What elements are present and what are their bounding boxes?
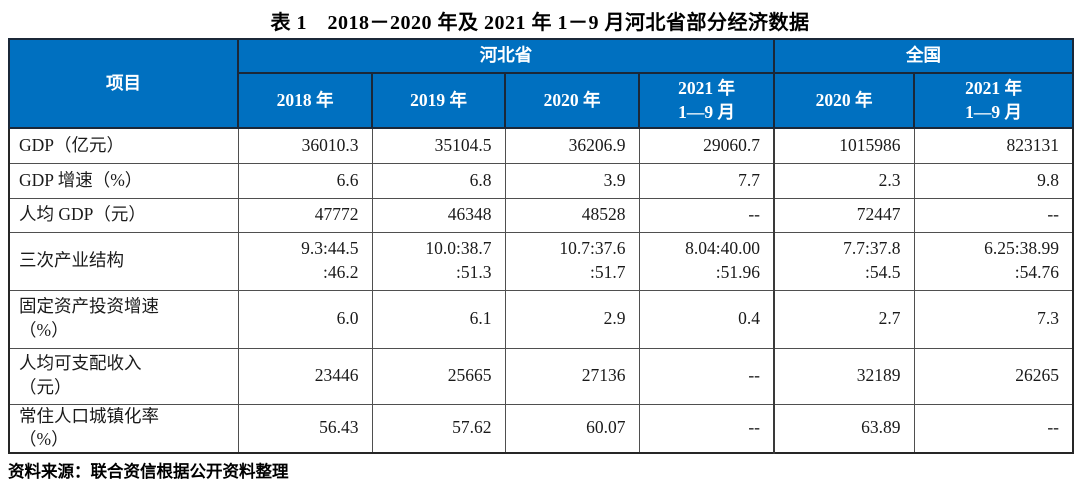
group-header-national: 全国 [773,38,1074,74]
col-header-national-2021-9m: 2021 年 1—9 月 [913,72,1074,129]
cell: 10.7:37.6 :51.7 [504,231,640,291]
header-group-row: 项目 河北省 全国 [8,38,1074,129]
cell: 63.89 [773,403,915,454]
cell: 56.43 [237,403,373,454]
cell: 35104.5 [371,127,506,164]
cell: 36010.3 [237,127,373,164]
table-row-gdp: GDP（亿元） 36010.3 35104.5 36206.9 29060.7 … [8,127,1074,164]
cell: -- [638,197,775,233]
cell: 3.9 [504,162,640,199]
cell: 10.0:38.7 :51.3 [371,231,506,291]
cell: 25665 [371,347,506,405]
cell: -- [913,403,1074,454]
cell: 7.7:37.8 :54.5 [773,231,915,291]
row-label: 人均 GDP（元） [8,197,239,233]
cell: 2.3 [773,162,915,199]
cell: 57.62 [371,403,506,454]
cell: 0.4 [638,289,775,349]
cell: 46348 [371,197,506,233]
cell: 8.04:40.00 :51.96 [638,231,775,291]
cell: 6.6 [237,162,373,199]
table-header: 项目 河北省 全国 2018 年 2019 年 2020 年 2021 年 1—… [8,38,1074,129]
source-note: 资料来源：联合资信根据公开资料整理 [8,463,289,481]
cell: 6.0 [237,289,373,349]
cell: 1015986 [773,127,915,164]
row-label: GDP 增速（%） [8,162,239,199]
cell: -- [638,403,775,454]
cell: 9.3:44.5 :46.2 [237,231,373,291]
col-header-national-2020: 2020 年 [773,72,915,129]
table-row-urbanization-rate: 常住人口城镇化率 （%） 56.43 57.62 60.07 -- 63.89 … [8,403,1074,454]
cell: 36206.9 [504,127,640,164]
cell: 27136 [504,347,640,405]
cell: 9.8 [913,162,1074,199]
row-label: 固定资产投资增速 （%） [8,289,239,349]
table-row-disposable-income: 人均可支配收入 （元） 23446 25665 27136 -- 32189 2… [8,347,1074,405]
group-header-hebei: 河北省 [237,38,775,74]
cell: 823131 [913,127,1074,164]
cell: 6.25:38.99 :54.76 [913,231,1074,291]
cell: 2.9 [504,289,640,349]
table-row-gdp-growth: GDP 增速（%） 6.6 6.8 3.9 7.7 2.3 9.8 [8,162,1074,199]
table-row-gdp-per-capita: 人均 GDP（元） 47772 46348 48528 -- 72447 -- [8,197,1074,233]
cell: -- [913,197,1074,233]
row-label: 三次产业结构 [8,231,239,291]
cell: 7.3 [913,289,1074,349]
cell: 6.8 [371,162,506,199]
table-title: 表 1 2018－2020 年及 2021 年 1－9 月河北省部分经济数据 [270,12,810,34]
cell: 72447 [773,197,915,233]
row-label: GDP（亿元） [8,127,239,164]
cell: 47772 [237,197,373,233]
col-header-2018: 2018 年 [237,72,373,129]
table-body: GDP（亿元） 36010.3 35104.5 36206.9 29060.7 … [8,127,1074,454]
table-row-fixed-asset-investment: 固定资产投资增速 （%） 6.0 6.1 2.9 0.4 2.7 7.3 [8,289,1074,349]
cell: 32189 [773,347,915,405]
table-row-industry-structure: 三次产业结构 9.3:44.5 :46.2 10.0:38.7 :51.3 10… [8,231,1074,291]
economic-data-table: 项目 河北省 全国 2018 年 2019 年 2020 年 2021 年 1—… [8,38,1074,454]
cell: 60.07 [504,403,640,454]
cell: 2.7 [773,289,915,349]
cell: 29060.7 [638,127,775,164]
header-period-row: 2018 年 2019 年 2020 年 2021 年 1—9 月 2020 年… [9,72,1074,129]
row-label: 人均可支配收入 （元） [8,347,239,405]
cell: 23446 [237,347,373,405]
cell: 48528 [504,197,640,233]
col-header-2020: 2020 年 [504,72,640,129]
cell: 6.1 [371,289,506,349]
cell: -- [638,347,775,405]
row-label: 常住人口城镇化率 （%） [8,403,239,454]
col-header-2019: 2019 年 [371,72,506,129]
cell: 26265 [913,347,1074,405]
cell: 7.7 [638,162,775,199]
corner-header-item: 项目 [8,38,239,129]
col-header-2021-9m: 2021 年 1—9 月 [638,72,775,129]
